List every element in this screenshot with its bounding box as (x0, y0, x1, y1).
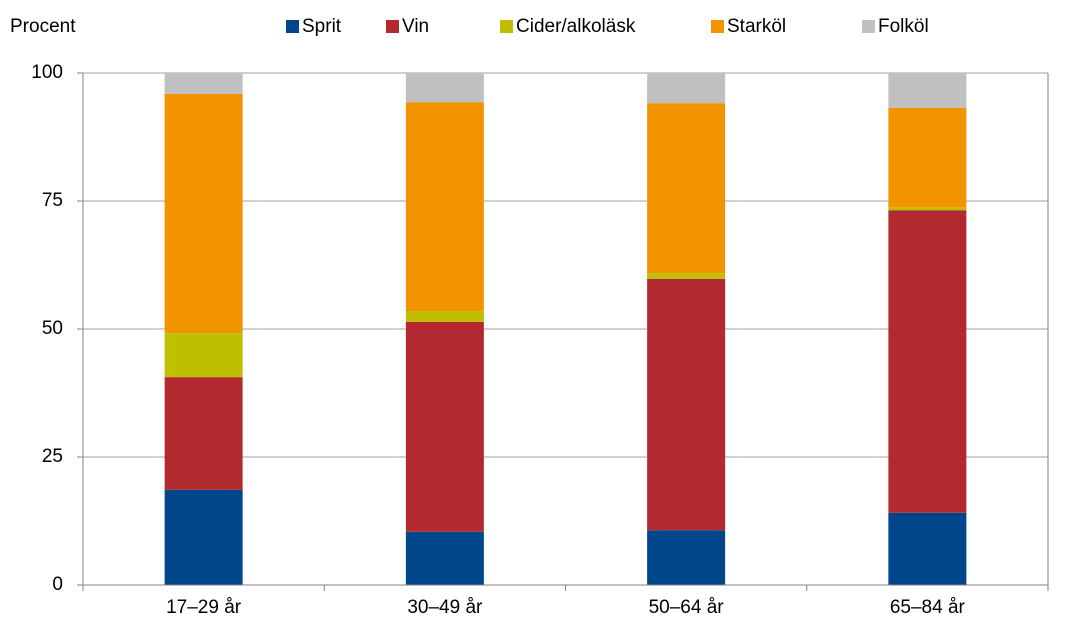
bar-segment (405, 73, 484, 103)
bar-segment (405, 531, 484, 585)
bar-segment (405, 311, 484, 322)
legend-swatch (862, 20, 875, 33)
y-tick-label: 100 (31, 62, 63, 83)
bar-segment (164, 73, 243, 94)
x-tick-label: 17–29 år (166, 597, 242, 618)
legend-swatch (500, 20, 513, 33)
y-tick-label: 0 (52, 574, 63, 595)
y-tick-label: 75 (42, 190, 63, 211)
legend-swatch (286, 20, 299, 33)
bar-segment (888, 210, 967, 513)
bar-segment (164, 333, 243, 378)
bar-segment (405, 102, 484, 312)
legend-label: Sprit (302, 16, 342, 37)
bar-segment (164, 93, 243, 334)
x-tick-label: 50–64 år (649, 597, 725, 618)
bar-segment (888, 207, 967, 211)
bar-segment (164, 489, 243, 585)
x-tick-label: 65–84 år (890, 597, 966, 618)
y-tick-label: 50 (42, 318, 63, 339)
legend-label: Vin (402, 16, 429, 37)
bar-segment (647, 278, 726, 531)
legend-swatch (711, 20, 724, 33)
bar-segment (164, 377, 243, 490)
bar-segment (647, 273, 726, 279)
legend-swatch (386, 20, 399, 33)
y-axis-label: Procent (10, 16, 76, 37)
x-tick-label: 30–49 år (407, 597, 483, 618)
bar-segment (888, 512, 967, 585)
bar-segment (405, 321, 484, 532)
bar-segment (888, 107, 967, 208)
bar-segment (647, 530, 726, 585)
bar-segment (647, 73, 726, 104)
y-tick-label: 25 (42, 446, 63, 467)
legend-label: Starköl (727, 16, 786, 37)
legend-label: Cider/alkoläsk (516, 16, 636, 37)
bar-segment (647, 103, 726, 274)
bar-segment (888, 73, 967, 108)
legend-label: Folköl (878, 16, 929, 37)
